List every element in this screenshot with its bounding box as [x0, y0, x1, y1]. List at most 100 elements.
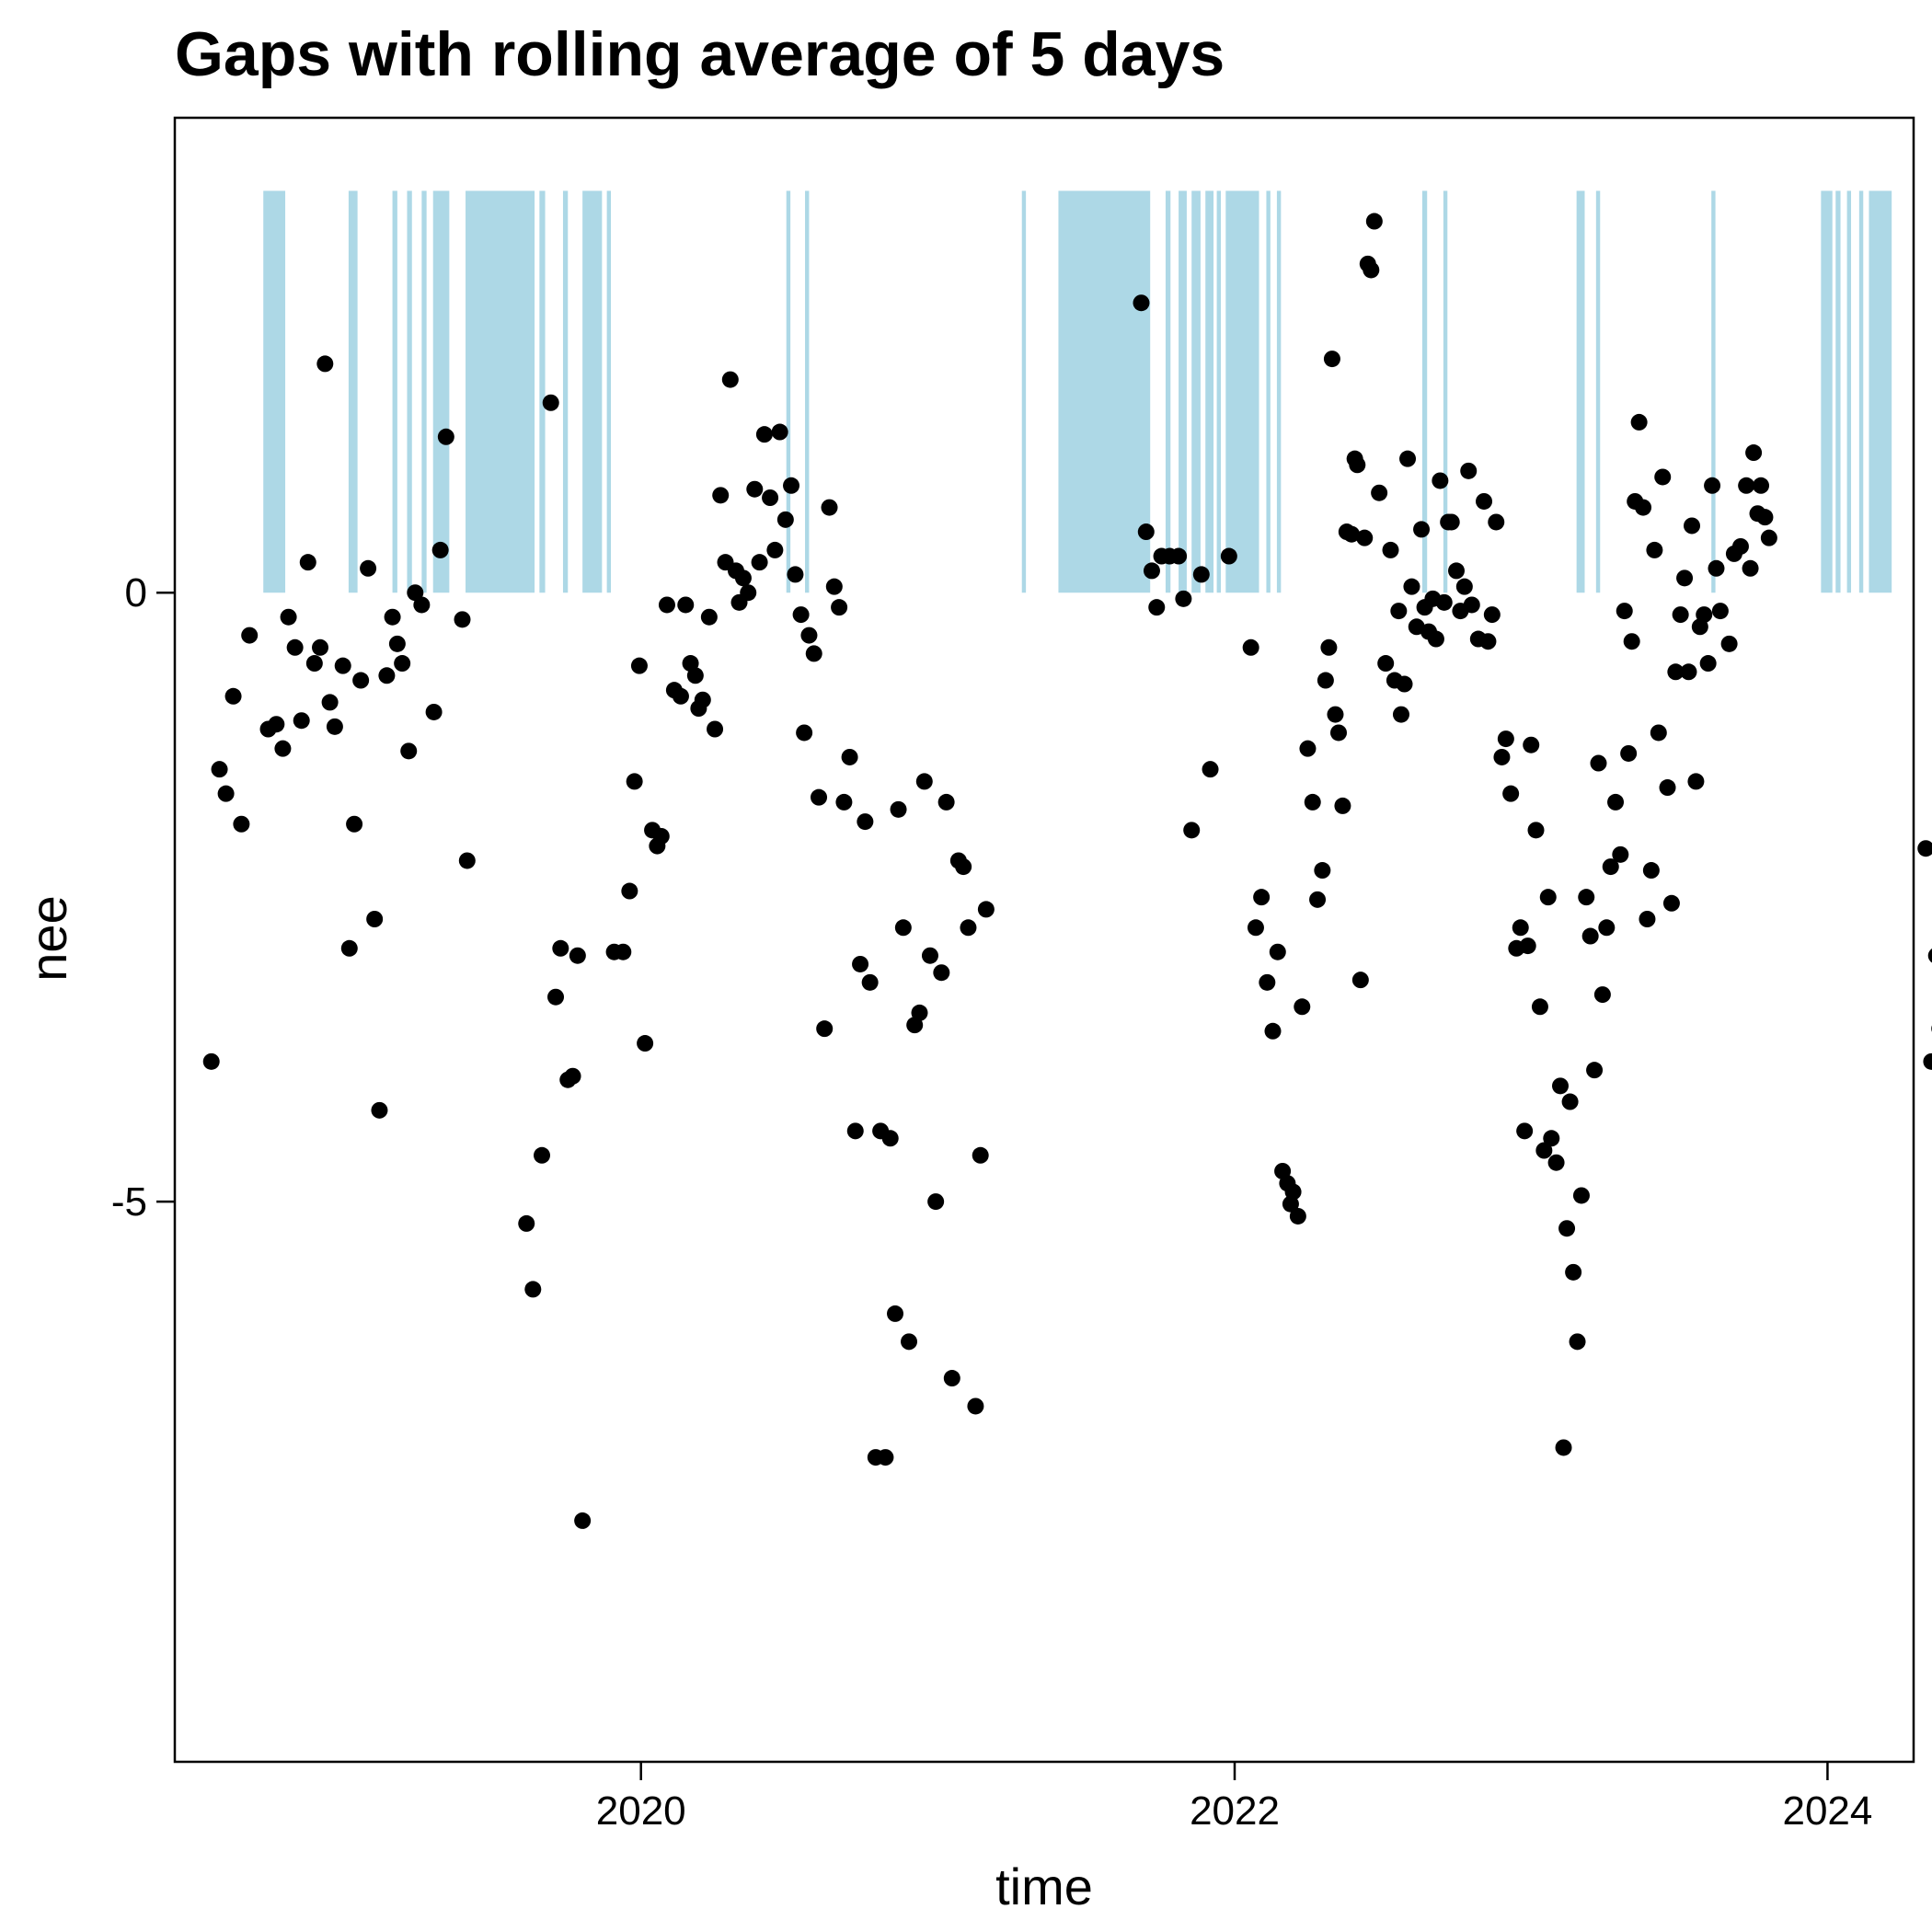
- data-point-15: [316, 355, 334, 373]
- data-point-209: [1565, 1263, 1582, 1281]
- data-point-8: [274, 740, 292, 757]
- gap-bar-6: [466, 190, 535, 593]
- data-point-32: [425, 703, 443, 720]
- gap-bar-0: [263, 190, 286, 593]
- gap-bar-31: [1858, 190, 1864, 593]
- data-point-68: [721, 371, 739, 388]
- gap-bar-13: [1021, 190, 1027, 593]
- gap-bar-3: [407, 190, 412, 593]
- data-point-208: [1561, 1093, 1579, 1110]
- data-point-248: [1731, 537, 1749, 555]
- data-point-5: [241, 627, 259, 644]
- gap-bar-10: [606, 190, 612, 593]
- data-point-2: [217, 785, 235, 802]
- data-point-125: [1170, 547, 1188, 565]
- gap-bar-25: [1576, 190, 1585, 593]
- data-point-218: [1602, 858, 1619, 876]
- gap-bar-19: [1216, 190, 1221, 593]
- gap-bar-27: [1711, 190, 1716, 593]
- data-point-180: [1443, 513, 1460, 531]
- gap-bar-8: [562, 190, 569, 593]
- data-point-94: [852, 955, 869, 972]
- data-point-34: [437, 428, 454, 445]
- data-point-28: [394, 655, 411, 673]
- data-point-37: [518, 1214, 535, 1232]
- gap-bar-11: [786, 190, 791, 593]
- data-point-160: [1363, 261, 1380, 279]
- data-point-254: [1756, 509, 1774, 526]
- data-point-203: [1543, 1130, 1560, 1147]
- data-point-42: [552, 939, 569, 957]
- data-point-192: [1497, 730, 1514, 748]
- x-tick-label-1: 2022: [1190, 1788, 1280, 1834]
- data-point-13: [305, 655, 323, 673]
- data-point-71: [734, 569, 752, 587]
- data-point-52: [637, 1035, 654, 1052]
- data-point-45: [569, 947, 586, 964]
- plot-frame: [173, 116, 1915, 1764]
- data-point-177: [1432, 472, 1449, 489]
- data-point-1: [211, 761, 228, 778]
- data-point-121: [1143, 562, 1160, 580]
- data-point-227: [1639, 911, 1656, 927]
- data-point-202: [1539, 889, 1557, 906]
- data-point-256: [1917, 840, 1932, 857]
- gap-bar-14: [1058, 190, 1151, 593]
- data-point-50: [626, 773, 643, 790]
- gap-bar-32: [1869, 190, 1892, 593]
- data-point-235: [1672, 606, 1689, 624]
- data-point-83: [796, 724, 813, 742]
- data-point-213: [1581, 927, 1599, 945]
- data-point-118: [977, 901, 995, 918]
- data-point-146: [1314, 862, 1331, 880]
- data-point-74: [751, 554, 768, 571]
- data-point-109: [927, 1193, 945, 1211]
- data-point-9: [280, 608, 297, 626]
- data-point-111: [937, 793, 955, 811]
- data-point-195: [1512, 919, 1529, 937]
- data-point-130: [1220, 547, 1237, 565]
- data-point-158: [1356, 529, 1374, 546]
- data-point-96: [861, 973, 879, 991]
- data-point-112: [943, 1370, 960, 1387]
- data-point-14: [312, 638, 329, 656]
- data-point-162: [1371, 484, 1388, 501]
- data-point-106: [911, 1004, 928, 1021]
- data-point-64: [700, 608, 718, 626]
- data-point-236: [1676, 569, 1694, 587]
- gap-bar-30: [1846, 190, 1852, 593]
- data-point-107: [915, 773, 933, 790]
- data-point-103: [894, 919, 912, 937]
- data-point-92: [841, 748, 858, 765]
- data-point-85: [805, 645, 822, 662]
- data-point-257: [1923, 1052, 1932, 1070]
- chart-title: Gaps with rolling average of 5 days: [175, 19, 1225, 89]
- data-point-56: [658, 596, 675, 614]
- gap-bar-5: [432, 190, 450, 593]
- data-point-128: [1192, 566, 1210, 583]
- gap-bar-4: [421, 190, 427, 593]
- data-point-163: [1377, 655, 1395, 673]
- data-point-229: [1646, 541, 1663, 558]
- data-point-230: [1650, 724, 1667, 742]
- data-point-222: [1620, 744, 1638, 762]
- data-point-86: [811, 788, 828, 806]
- data-point-127: [1183, 822, 1201, 839]
- data-point-167: [1392, 706, 1409, 723]
- data-point-61: [686, 667, 704, 684]
- data-point-166: [1390, 603, 1408, 620]
- data-point-24: [371, 1101, 388, 1119]
- data-point-204: [1547, 1154, 1565, 1171]
- data-point-191: [1493, 748, 1511, 765]
- data-point-255: [1760, 529, 1777, 546]
- data-point-66: [712, 487, 730, 504]
- gap-bar-20: [1225, 190, 1259, 593]
- data-point-93: [846, 1122, 864, 1140]
- data-point-253: [1753, 477, 1770, 494]
- data-point-193: [1502, 785, 1520, 802]
- data-point-172: [1413, 521, 1431, 538]
- data-point-55: [652, 827, 670, 845]
- data-point-231: [1654, 468, 1672, 486]
- data-point-136: [1269, 943, 1286, 960]
